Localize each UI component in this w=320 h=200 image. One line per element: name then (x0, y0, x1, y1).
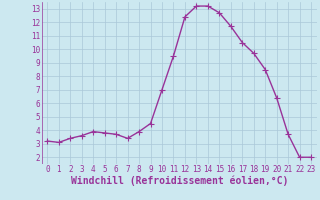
X-axis label: Windchill (Refroidissement éolien,°C): Windchill (Refroidissement éolien,°C) (70, 176, 288, 186)
